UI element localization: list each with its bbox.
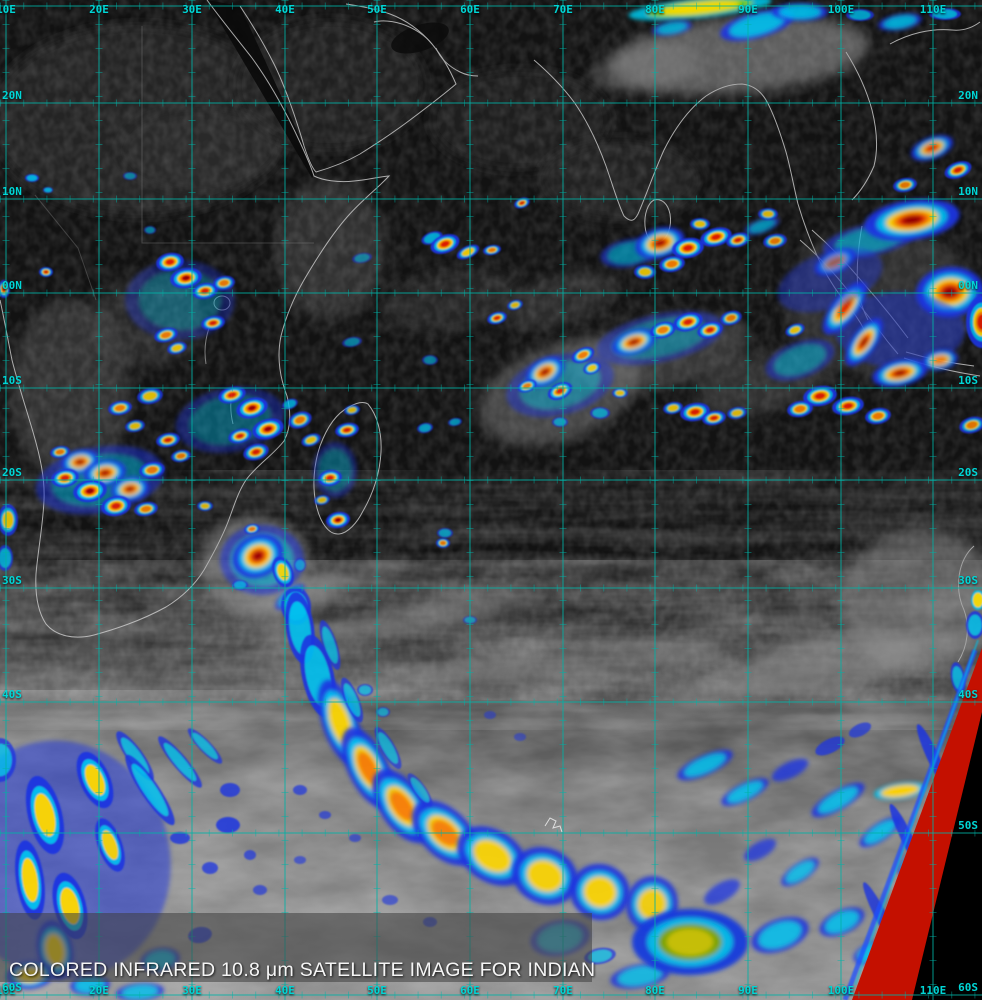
annotation-scribble	[544, 817, 563, 833]
coast-persian-gulf	[373, 20, 479, 77]
coast-indochina	[845, 21, 981, 201]
earth-limb	[842, 639, 982, 1000]
caption-overlay: COLORED INFRARED 10.8 μm SATELLITE IMAGE…	[0, 913, 596, 982]
limb-red-band	[852, 648, 982, 1000]
country-borders	[34, 26, 314, 301]
coast-africa-east	[0, 0, 391, 638]
caption-title: COLORED INFRARED 10.8 μm SATELLITE IMAGE…	[9, 959, 596, 981]
